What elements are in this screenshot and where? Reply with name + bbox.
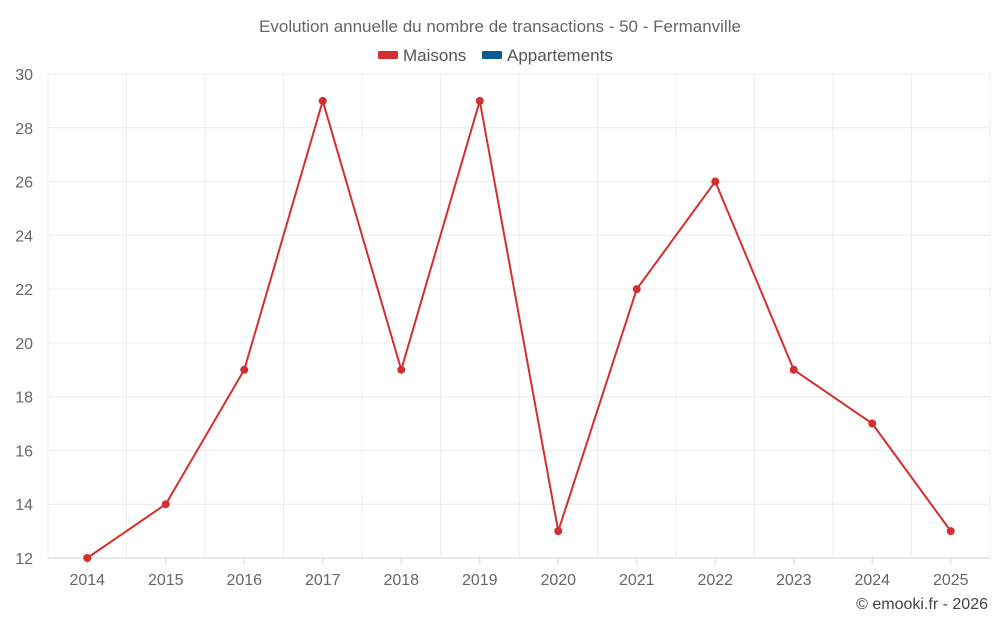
- data-point[interactable]: [83, 554, 92, 562]
- legend-item-maisons[interactable]: Maisons: [378, 46, 466, 65]
- chart-title: Evolution annuelle du nombre de transact…: [259, 17, 741, 36]
- data-point[interactable]: [868, 419, 877, 428]
- y-tick-label: 20: [15, 336, 33, 353]
- y-tick-label: 30: [15, 67, 33, 84]
- legend: Maisons Appartements: [378, 46, 613, 65]
- x-tick-label: 2019: [462, 572, 498, 589]
- y-tick-label: 12: [15, 551, 33, 568]
- legend-label-appartements: Appartements: [507, 46, 613, 65]
- legend-swatch-maisons: [378, 51, 398, 59]
- data-point[interactable]: [554, 527, 563, 536]
- y-tick-label: 28: [15, 121, 33, 138]
- legend-swatch-appartements: [482, 51, 502, 59]
- x-tick-label: 2020: [540, 572, 576, 589]
- data-point[interactable]: [397, 365, 406, 374]
- data-point[interactable]: [240, 365, 249, 374]
- data-point[interactable]: [161, 500, 170, 509]
- y-tick-label: 18: [15, 390, 33, 407]
- legend-item-appartements[interactable]: Appartements: [482, 46, 613, 65]
- x-tick-label: 2023: [776, 572, 812, 589]
- data-point[interactable]: [711, 177, 720, 186]
- y-tick-label: 16: [15, 443, 33, 460]
- x-tick-label: 2025: [933, 572, 969, 589]
- series-line-maisons: [86, 99, 952, 559]
- x-tick-label: 2024: [854, 572, 890, 589]
- y-tick-label: 22: [15, 282, 33, 299]
- data-point[interactable]: [946, 527, 955, 536]
- x-tick-label: 2014: [69, 572, 105, 589]
- x-tick-label: 2017: [305, 572, 341, 589]
- data-point[interactable]: [632, 285, 641, 294]
- data-point[interactable]: [318, 96, 327, 105]
- series-layer: [83, 96, 955, 562]
- x-tick-label: 2015: [148, 572, 184, 589]
- x-tick-label: 2022: [697, 572, 733, 589]
- data-point[interactable]: [475, 96, 484, 105]
- y-tick-label: 24: [15, 228, 33, 245]
- x-tick-label: 2021: [619, 572, 655, 589]
- legend-label-maisons: Maisons: [403, 46, 466, 65]
- credit-text: © emooki.fr - 2026: [856, 596, 988, 613]
- y-tick-label: 14: [15, 497, 33, 514]
- y-tick-label: 26: [15, 175, 33, 192]
- data-point[interactable]: [789, 365, 798, 374]
- x-tick-label: 2016: [226, 572, 262, 589]
- x-tick-label: 2018: [383, 572, 419, 589]
